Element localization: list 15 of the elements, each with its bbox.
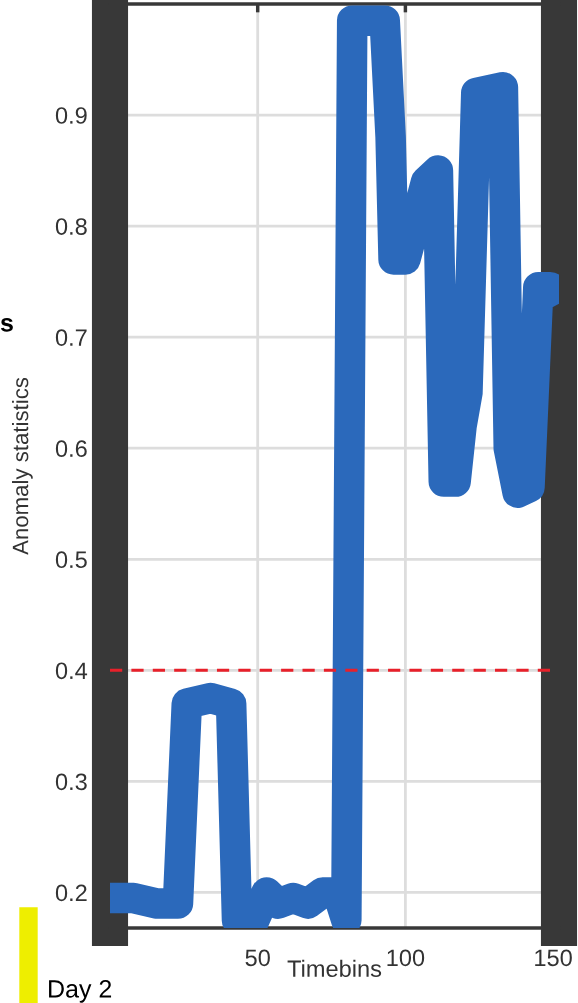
y-tick-label: 0.3 <box>55 773 87 791</box>
y-tick-label: 0.5 <box>55 551 87 569</box>
x-tick-label: 150 <box>535 949 572 967</box>
y-axis-title: Anomaly statistics <box>12 377 33 555</box>
text: Day 2 <box>49 980 112 1003</box>
x-axis-title: Timebins <box>287 959 382 978</box>
y-tick-label: 0.2 <box>55 884 87 902</box>
y-tick-label: 0.8 <box>55 218 87 235</box>
y-tick-label: 0.4 <box>55 662 88 680</box>
y-tick-label: 0.6 <box>55 440 87 458</box>
x-tick-label: 100 <box>387 949 425 967</box>
y-tick-label: 0.7 <box>55 329 87 346</box>
y-tick-label: 0.9 <box>55 107 87 124</box>
x-tick-label: 50 <box>245 949 270 967</box>
text: s <box>0 318 13 332</box>
